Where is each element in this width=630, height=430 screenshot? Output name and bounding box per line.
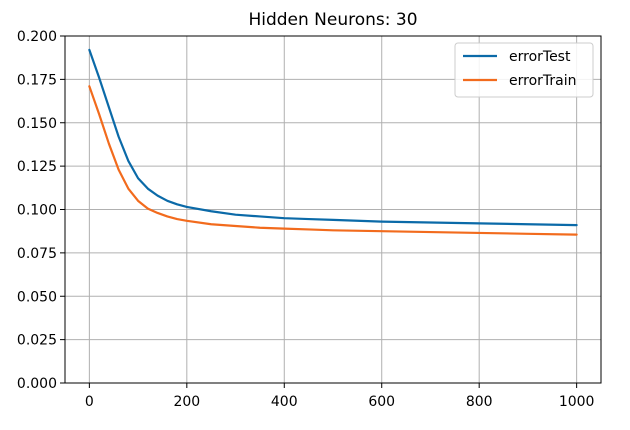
legend-label-errorTrain: errorTrain: [509, 73, 576, 89]
x-tick-label: 400: [271, 394, 298, 410]
x-tick-label: 800: [466, 394, 493, 410]
x-tick-label: 200: [173, 394, 200, 410]
axis-ticks: [60, 35, 578, 388]
y-tick-label: 0.075: [17, 246, 57, 262]
y-tick-label: 0.100: [17, 203, 57, 219]
series-line-errorTrain: [88, 85, 578, 236]
chart-title: Hidden Neurons: 30: [248, 10, 417, 30]
y-tick-label: 0.200: [17, 29, 57, 45]
legend-label-errorTest: errorTest: [509, 49, 571, 65]
x-tick-label: 1000: [559, 394, 595, 410]
y-tick-label: 0.025: [17, 333, 57, 349]
legend-items: errorTest errorTrain: [463, 49, 576, 89]
legend: errorTest errorTrain: [454, 42, 594, 98]
series-line-errorTest: [88, 48, 578, 227]
x-tick-label: 600: [368, 394, 395, 410]
x-tick-label: 0: [85, 394, 94, 410]
y-tick-label: 0.000: [17, 376, 57, 392]
y-tick-label: 0.175: [17, 72, 57, 88]
y-tick-label: 0.150: [17, 116, 57, 132]
series-lines: [88, 48, 578, 236]
y-tick-label: 0.125: [17, 159, 57, 175]
y-tick-label: 0.050: [17, 289, 57, 305]
tick-labels: 0 200 400 600 800 1000 0.000 0.025 0.050 0.075 0.1…: [17, 29, 595, 410]
